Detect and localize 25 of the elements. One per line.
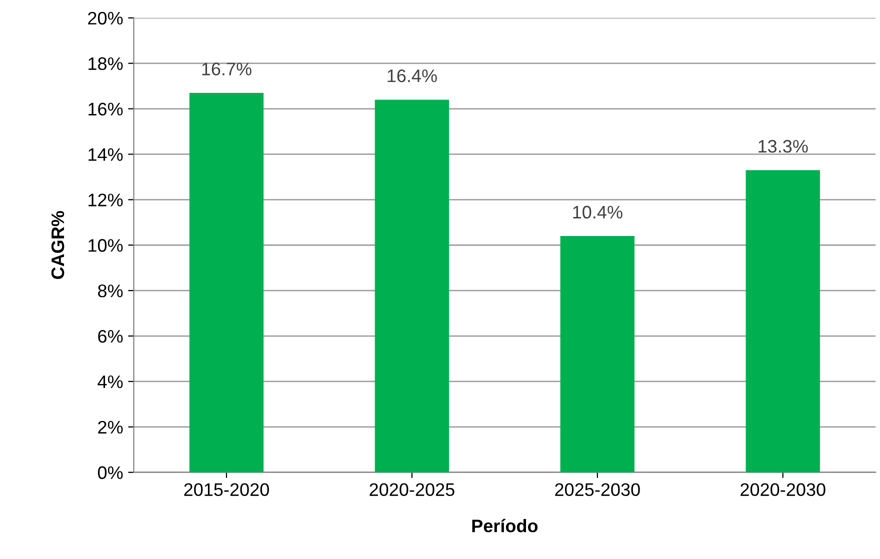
x-tick-label: 2025-2030 [555, 483, 640, 496]
bar [560, 236, 634, 472]
x-tick-label: 2020-2025 [370, 483, 454, 496]
data-label: 16.4% [388, 69, 437, 82]
y-tick-label: 16% [88, 102, 123, 116]
data-label: 16.7% [202, 62, 252, 76]
bar [746, 170, 820, 472]
x-axis-title: Período [472, 518, 538, 532]
y-tick-label: 4% [98, 375, 123, 388]
data-label: 10.4% [573, 206, 622, 219]
y-tick-label: 2% [98, 420, 123, 434]
x-tick-label: 2020-2030 [740, 483, 826, 496]
y-tick-label: 18% [88, 57, 123, 70]
y-tick-label: 10% [88, 239, 123, 252]
y-tick-label: 14% [88, 148, 123, 161]
y-tick-label: 8% [98, 284, 123, 298]
bar [189, 92, 264, 472]
x-tick-label: 2015-2020 [184, 483, 269, 496]
bar [374, 100, 450, 472]
data-label: 13.3% [758, 140, 808, 153]
y-tick-label: 6% [98, 330, 123, 343]
y-tick-label: 12% [88, 194, 123, 206]
y-tick-label: 20% [88, 12, 123, 25]
y-axis-title: CAGR% [51, 210, 64, 279]
y-tick-label: 0% [98, 466, 123, 480]
